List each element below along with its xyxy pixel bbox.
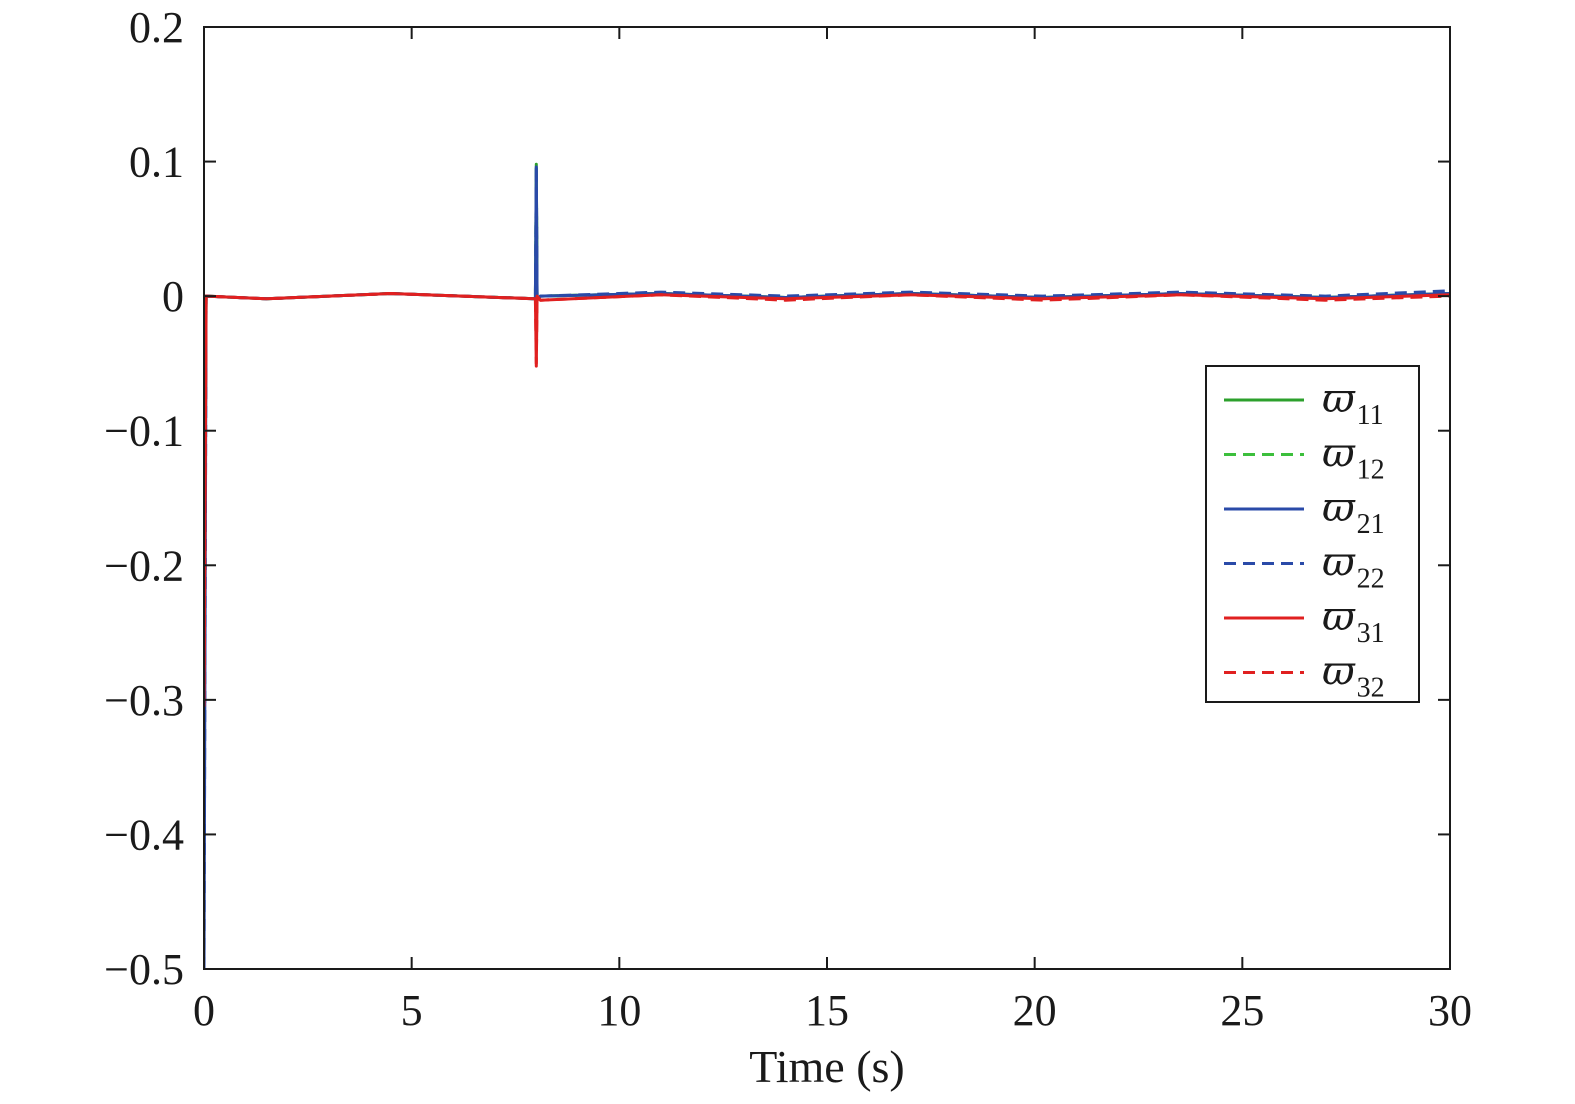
legend-label-12: ϖ12 bbox=[1322, 431, 1385, 486]
legend-label-21: ϖ21 bbox=[1322, 485, 1385, 540]
y-tick-label: 0.2 bbox=[129, 3, 184, 52]
x-tick-label: 20 bbox=[1013, 986, 1057, 1035]
legend-label-31: ϖ31 bbox=[1322, 594, 1385, 649]
legend-label-11: ϖ11 bbox=[1322, 376, 1384, 431]
series-line-22 bbox=[204, 164, 1450, 969]
y-tick-label: −0.4 bbox=[104, 810, 184, 859]
legend-label-32: ϖ32 bbox=[1322, 649, 1385, 704]
y-tick-label: 0 bbox=[162, 272, 184, 321]
y-tick-label: 0.1 bbox=[129, 138, 184, 187]
legend-label-22: ϖ22 bbox=[1322, 540, 1385, 595]
y-tick-label: −0.3 bbox=[104, 676, 184, 725]
series-layer bbox=[204, 162, 1450, 969]
legend-box bbox=[1205, 365, 1420, 703]
y-tick-label: −0.1 bbox=[104, 407, 184, 456]
x-tick-label: 25 bbox=[1220, 986, 1264, 1035]
series-line-32 bbox=[204, 292, 1450, 707]
x-tick-label: 15 bbox=[805, 986, 849, 1035]
y-tick-label: −0.2 bbox=[104, 541, 184, 590]
y-tick-label: −0.5 bbox=[104, 945, 184, 994]
x-tick-label: 30 bbox=[1428, 986, 1472, 1035]
x-axis-title: Time (s) bbox=[749, 1041, 905, 1092]
x-tick-label: 10 bbox=[597, 986, 641, 1035]
x-tick-label: 0 bbox=[193, 986, 215, 1035]
tick-layer: 0 5 10 15 20 25 30 0.2 0.1 0 −0.1 −0.2 −0.3 −0.4 −0.5 bbox=[104, 3, 1472, 1035]
x-tick-label: 5 bbox=[401, 986, 423, 1035]
